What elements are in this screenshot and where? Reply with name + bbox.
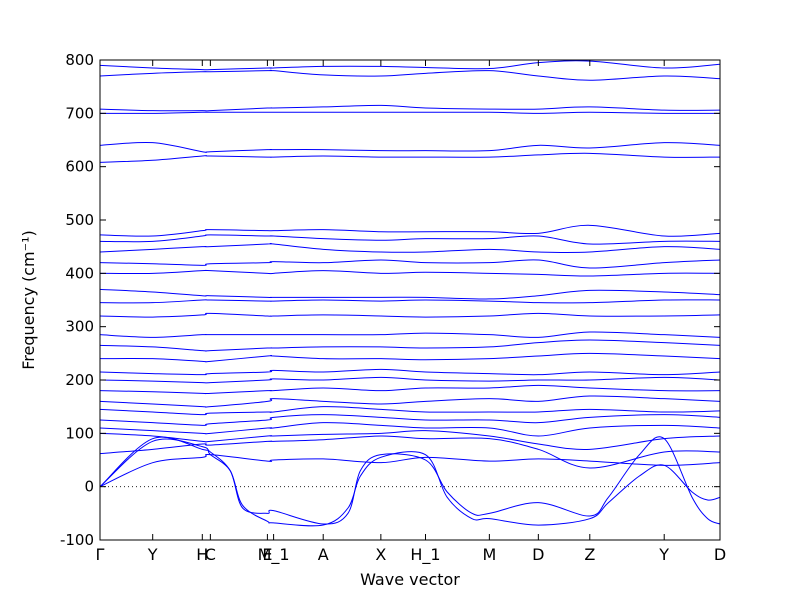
y-tick-label: 100 — [65, 424, 94, 442]
band-line-27 — [100, 104, 720, 112]
band-line-28 — [100, 69, 720, 81]
band-line-7 — [100, 414, 720, 426]
band-line-26 — [100, 111, 720, 114]
band-line-6 — [100, 422, 720, 437]
y-tick-label: 0 — [84, 478, 94, 496]
y-tick-label: 500 — [65, 211, 94, 229]
x-tick-label: D — [714, 545, 726, 564]
band-line-9 — [100, 395, 720, 408]
x-axis-label: Wave vector — [360, 570, 460, 589]
x-tick-label: D — [532, 545, 544, 564]
band-line-18 — [100, 288, 720, 300]
band-line-8 — [100, 406, 720, 416]
x-tick-label: Γ — [96, 545, 105, 564]
x-tick-label: Y — [658, 545, 669, 564]
y-tick-label: -100 — [60, 531, 94, 549]
x-tick-label: Z — [584, 545, 595, 564]
x-tick-label: Y — [147, 545, 158, 564]
plot-frame — [99, 59, 721, 541]
x-tick-label: A — [318, 545, 329, 564]
y-axis-label: Frequency (cm⁻¹) — [19, 230, 38, 369]
x-tick-label: M_1 — [258, 545, 290, 565]
band-line-15 — [100, 331, 720, 338]
band-line-5 — [100, 430, 720, 450]
band-line-14 — [100, 339, 720, 352]
x-tick-label: E — [262, 545, 272, 564]
x-tick-label: C — [205, 545, 216, 564]
band-line-4 — [100, 435, 720, 469]
y-tick-label: 400 — [65, 264, 94, 282]
x-tick-label: H_1 — [410, 545, 440, 565]
band-line-24 — [100, 152, 720, 163]
band-line-25 — [100, 141, 720, 153]
axes: -100 0 100 200 300 400 500 600 700 800 Γ Y HC EM_1 A X H… — [19, 51, 726, 589]
band-line-12 — [100, 368, 720, 376]
band-line-3 — [100, 436, 720, 525]
y-tick-label: 800 — [65, 51, 94, 69]
band-line-21 — [100, 242, 720, 254]
band-line-23 — [100, 224, 720, 237]
band-line-10 — [100, 384, 720, 395]
band-line-2 — [100, 438, 720, 527]
band-line-11 — [100, 376, 720, 384]
x-tick-label: H — [196, 545, 208, 564]
y-tick-label: 200 — [65, 371, 94, 389]
band-line-17 — [100, 299, 720, 304]
band-line-13 — [100, 352, 720, 363]
band-line-20 — [100, 259, 720, 269]
band-line-22 — [100, 234, 720, 245]
band-line-29 — [100, 60, 720, 71]
band-line-16 — [100, 312, 720, 318]
y-tick-label: 300 — [65, 318, 94, 336]
x-tick-label: M — [482, 545, 496, 564]
y-tick-label: 600 — [65, 158, 94, 176]
plot-content — [100, 60, 720, 527]
band-line-1 — [100, 454, 720, 488]
series-group — [100, 60, 720, 527]
x-tick-label: X — [375, 545, 386, 564]
y-tick-label: 700 — [65, 104, 94, 122]
band-line-19 — [100, 269, 720, 277]
